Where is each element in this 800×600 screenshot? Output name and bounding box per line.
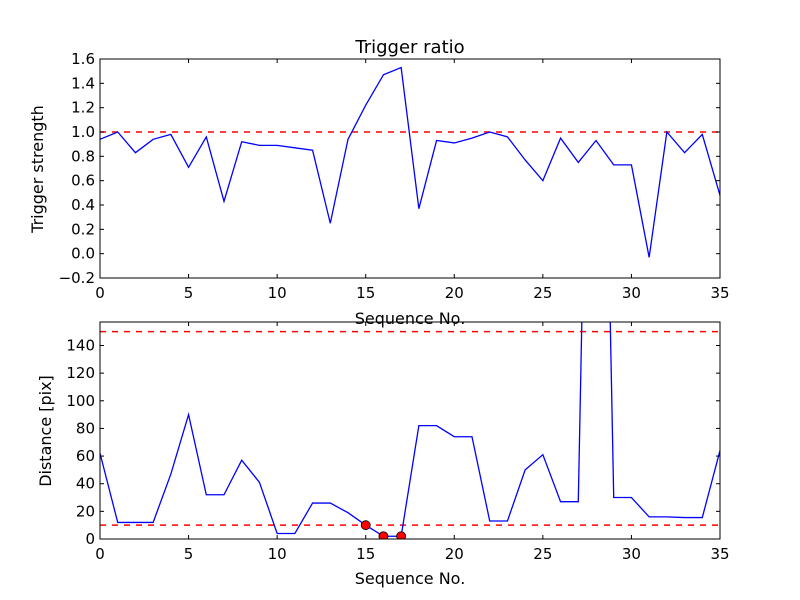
- x-tick-label: 0: [95, 284, 105, 302]
- y-tick-label: 100: [66, 392, 95, 410]
- x-tick-label: 10: [268, 284, 287, 302]
- x-tick-label: 15: [356, 545, 375, 563]
- x-tick-label: 15: [356, 284, 375, 302]
- bottom-xlabel: Sequence No.: [355, 569, 466, 588]
- plot-area: [100, 322, 720, 539]
- y-tick-label: 0.0: [71, 245, 95, 263]
- axes-frame: [99, 58, 721, 279]
- y-tick-label: 0: [85, 530, 95, 548]
- data-point-marker: [360, 520, 371, 531]
- y-tick-label: 140: [66, 336, 95, 354]
- y-tick-label: −0.2: [59, 269, 95, 287]
- data-point-marker: [396, 531, 407, 539]
- x-tick-label: 0: [95, 545, 105, 563]
- y-tick-label: 0.6: [71, 172, 95, 190]
- axes-frame: [99, 321, 721, 540]
- bottom-axes: 0 5 10 15 20 25 30 35 0 20 40 60 80 100 120 140: [66, 321, 730, 563]
- x-tick-label: 5: [184, 545, 194, 563]
- y-tick-label: 60: [76, 447, 95, 465]
- x-tick-label: 30: [622, 284, 641, 302]
- plot-area: [100, 66, 720, 258]
- top-xlabel: Sequence No.: [355, 309, 466, 328]
- x-tick-label: 35: [710, 545, 729, 563]
- y-tick-label: 1.0: [71, 123, 95, 141]
- data-point-marker: [378, 531, 389, 539]
- series-line: [100, 66, 720, 258]
- y-tick-label: 20: [76, 502, 95, 520]
- x-tick-label: 25: [533, 284, 552, 302]
- y-tick-label: 80: [76, 419, 95, 437]
- top-axes: 0 5 10 15 20 25 30 35 −0.2 0.0 0.2 0.4 0.6 0.8 1.0 1.2 1…: [59, 50, 730, 302]
- x-tick-label: 25: [533, 545, 552, 563]
- y-tick-label: 0.2: [71, 220, 95, 238]
- x-tick-label: 5: [184, 284, 194, 302]
- bottom-ylabel: Distance [pix]: [36, 375, 55, 487]
- y-tick-label: 0.8: [71, 147, 95, 165]
- x-tick-label: 20: [445, 284, 464, 302]
- x-tick-label: 20: [445, 545, 464, 563]
- y-tick-label: 1.2: [71, 99, 95, 117]
- y-tick-label: 0.4: [71, 196, 95, 214]
- y-tick-label: 120: [66, 364, 95, 382]
- x-tick-label: 35: [710, 284, 729, 302]
- y-tick-label: 1.6: [71, 50, 95, 68]
- y-tick-label: 40: [76, 475, 95, 493]
- series-line: [100, 322, 720, 537]
- top-ylabel: Trigger strength: [28, 105, 47, 234]
- chart-title: Trigger ratio: [354, 37, 464, 58]
- y-tick-label: 1.4: [71, 74, 95, 92]
- x-tick-label: 30: [622, 545, 641, 563]
- x-tick-label: 10: [268, 545, 287, 563]
